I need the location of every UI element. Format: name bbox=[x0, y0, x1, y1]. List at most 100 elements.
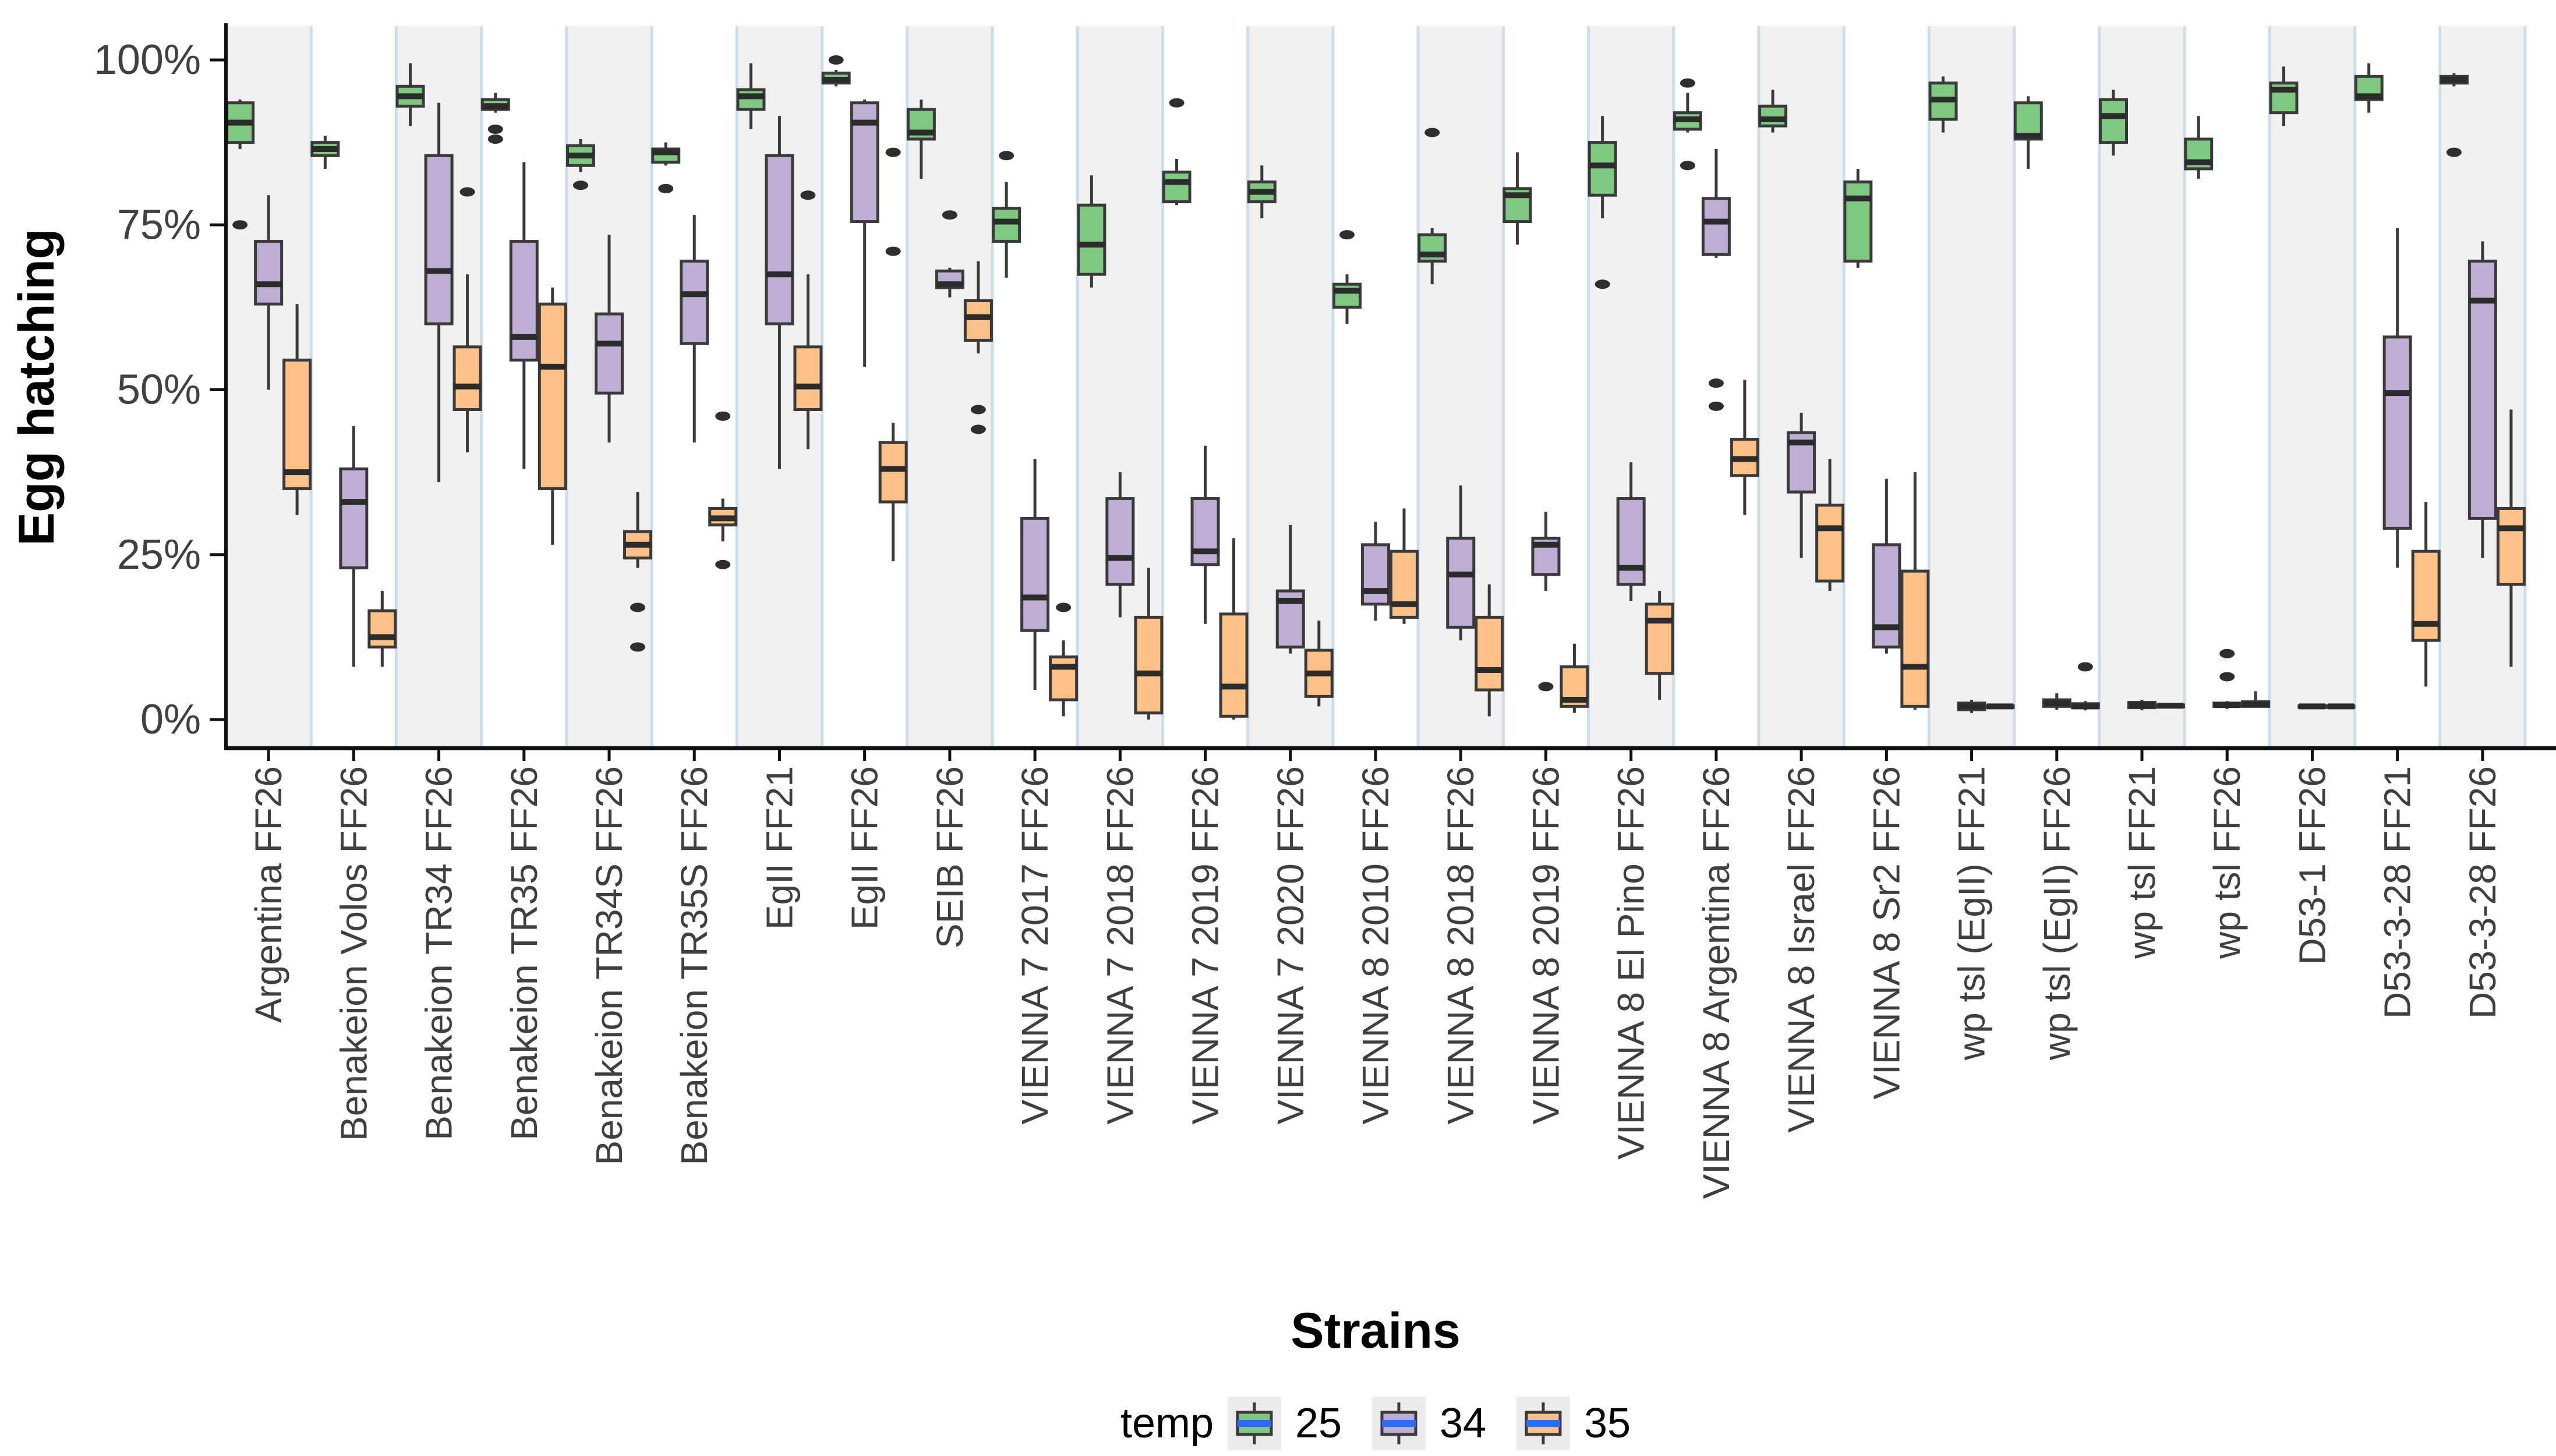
legend-title: temp bbox=[1120, 1400, 1214, 1447]
box bbox=[254, 240, 284, 306]
boxplot-34 bbox=[1105, 472, 1135, 618]
x-tick-label: wp tsl FF21 bbox=[2121, 766, 2163, 959]
outlier-point bbox=[1708, 378, 1724, 388]
band-edge bbox=[2183, 26, 2186, 748]
x-tick-label: wp tsl (EgII) FF26 bbox=[2036, 766, 2078, 1061]
x-tick-label: wp tsl FF26 bbox=[2206, 766, 2248, 959]
box bbox=[339, 467, 369, 569]
strain-background-bands bbox=[224, 26, 2527, 748]
band-edge bbox=[1161, 26, 1164, 748]
box bbox=[1616, 497, 1646, 586]
outlier-point bbox=[999, 151, 1014, 161]
x-tick-label: VIENNA 8 Argentina FF26 bbox=[1695, 766, 1737, 1199]
box bbox=[452, 345, 482, 411]
box bbox=[793, 345, 823, 411]
y-tick-label: 75% bbox=[117, 201, 201, 248]
x-tick-label: EgII FF21 bbox=[758, 766, 800, 930]
y-axis-title: Egg hatching bbox=[9, 229, 65, 546]
boxplot-25 bbox=[2439, 73, 2469, 157]
box bbox=[1701, 197, 1731, 256]
boxplot-35 bbox=[2326, 703, 2356, 710]
boxplot-35 bbox=[538, 287, 567, 545]
box bbox=[1446, 536, 1476, 629]
box bbox=[282, 359, 312, 490]
outlier-point bbox=[1538, 682, 1554, 692]
x-tick-label: VIENNA 8 Sr2 FF26 bbox=[1865, 766, 1907, 1100]
box bbox=[1900, 569, 1930, 708]
legend-key-34 bbox=[1371, 1397, 1426, 1450]
x-tick-label: D53-3-28 FF26 bbox=[2462, 766, 2504, 1019]
box bbox=[1645, 603, 1674, 675]
box bbox=[1020, 516, 1050, 632]
legend-entry-label: 35 bbox=[1584, 1400, 1631, 1447]
x-tick-label: Benakeion TR34S FF26 bbox=[588, 766, 630, 1165]
boxplot-25 bbox=[992, 151, 1021, 278]
box bbox=[1758, 104, 1788, 127]
boxplot-35 bbox=[1815, 459, 1845, 591]
box bbox=[1162, 171, 1192, 204]
boxplot-34 bbox=[1701, 148, 1731, 411]
x-tick-label: VIENNA 8 2010 FF26 bbox=[1355, 766, 1397, 1124]
band-edge bbox=[1927, 26, 1931, 748]
boxplot-34 bbox=[1787, 413, 1816, 558]
boxplot-35 bbox=[708, 411, 738, 569]
band-edge bbox=[2013, 26, 2016, 748]
boxplot-34 bbox=[1872, 479, 1901, 654]
boxplot-25 bbox=[1332, 230, 1362, 324]
boxplot-34 bbox=[2212, 649, 2242, 709]
boxplot-35 bbox=[1390, 508, 1419, 624]
boxplot-35 bbox=[1219, 538, 1249, 720]
box bbox=[878, 441, 908, 504]
boxplot-34 bbox=[254, 195, 284, 390]
boxplot-25 bbox=[1758, 89, 1788, 133]
boxplot-25 bbox=[310, 136, 340, 169]
box bbox=[963, 299, 993, 342]
boxplot-35 bbox=[793, 190, 823, 449]
boxplots-layer bbox=[225, 55, 2526, 720]
outlier-point bbox=[1339, 230, 1355, 240]
boxplot-25 bbox=[225, 99, 255, 230]
box bbox=[1190, 497, 1220, 566]
boxplot-34 bbox=[2297, 703, 2327, 710]
band-edge bbox=[906, 26, 909, 748]
axes-layer: 0% 25% 50% 75% 100% Argentina FF26 Benakeion V… bbox=[94, 23, 2556, 1199]
band-edge bbox=[1842, 26, 1846, 748]
x-tick-label: VIENNA 8 Israel FF26 bbox=[1780, 766, 1822, 1133]
x-tick-label: Benakeion Volos FF26 bbox=[333, 766, 374, 1141]
boxplot-25 bbox=[1588, 116, 1617, 289]
x-tick-label: D53-1 FF26 bbox=[2291, 766, 2333, 965]
boxplot-35 bbox=[1900, 472, 1930, 710]
boxplot-35 bbox=[1645, 591, 1674, 700]
band-edge bbox=[1416, 26, 1420, 748]
boxplot-35 bbox=[452, 187, 482, 453]
box bbox=[1815, 504, 1845, 583]
boxplot-25 bbox=[1247, 165, 1277, 218]
band-edge bbox=[2268, 26, 2271, 748]
boxplot-25 bbox=[1077, 175, 1106, 288]
x-tick-label: EgII FF26 bbox=[844, 766, 886, 930]
boxplot-34 bbox=[509, 162, 539, 469]
boxplot-35 bbox=[1134, 568, 1164, 720]
outlier-point bbox=[459, 187, 475, 197]
band-edge bbox=[991, 26, 994, 748]
box bbox=[1872, 543, 1901, 649]
boxplot-25 bbox=[566, 139, 595, 190]
outlier-point bbox=[715, 411, 731, 421]
legend-key-35 bbox=[1516, 1397, 1570, 1450]
band-edge bbox=[1587, 26, 1590, 748]
boxplot-34 bbox=[1957, 700, 1986, 713]
y-tick-label: 50% bbox=[117, 367, 201, 413]
boxplot-35 bbox=[1985, 703, 2015, 710]
boxplot-34 bbox=[2382, 228, 2412, 568]
boxplot-25 bbox=[1673, 78, 1702, 171]
band-edge bbox=[1672, 26, 1675, 748]
outlier-point bbox=[828, 55, 844, 65]
x-tick-label: D53-3-28 FF21 bbox=[2377, 766, 2419, 1019]
boxplot-35 bbox=[623, 492, 652, 652]
box bbox=[595, 312, 624, 395]
x-tick-label: Argentina FF26 bbox=[248, 766, 289, 1023]
outlier-point bbox=[658, 183, 674, 193]
boxplot-35 bbox=[1304, 621, 1334, 707]
